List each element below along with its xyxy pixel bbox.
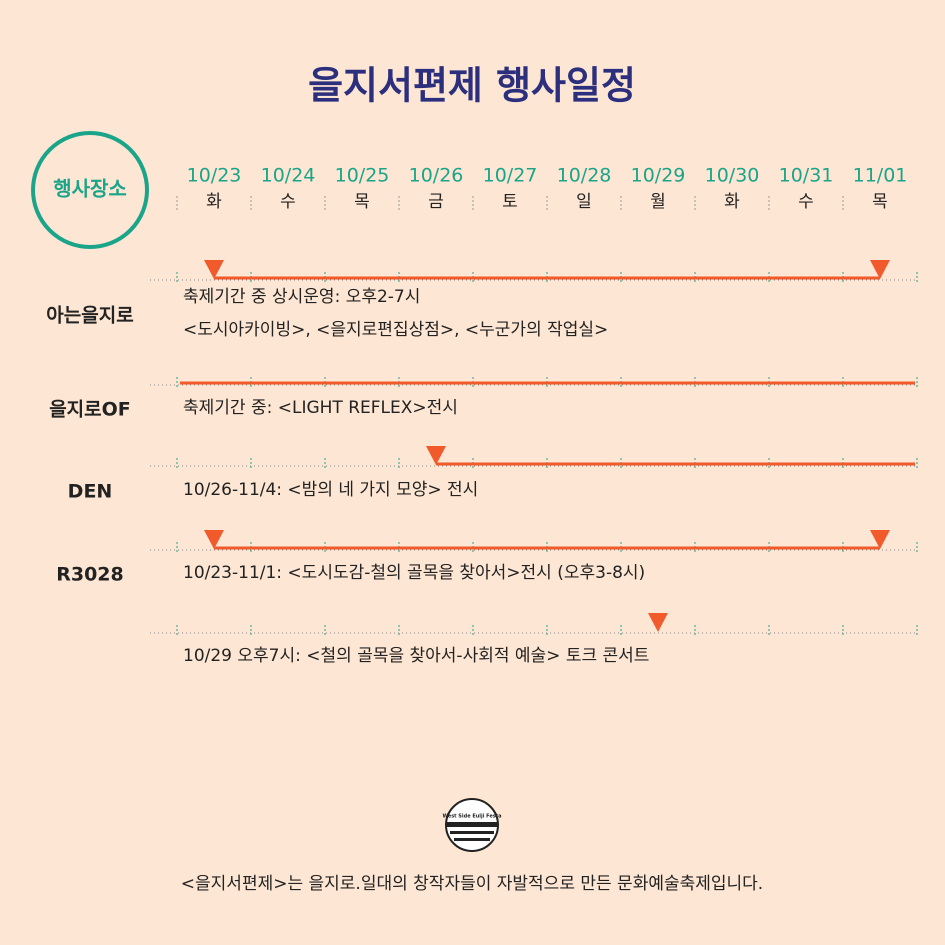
marker <box>648 613 668 632</box>
event-text: 10/26-11/4: <밤의 네 가지 모양> 전시 <box>183 480 478 500</box>
venue: 아는을지로 <box>46 305 133 327</box>
logo: West Side Eulji Festa <box>442 798 502 852</box>
day: 수 <box>798 192 814 212</box>
date: 11/01 <box>853 165 908 187</box>
venue-label: 행사장소 <box>53 177 127 201</box>
marker <box>870 260 890 279</box>
date: 10/31 <box>779 165 834 187</box>
day: 화 <box>206 192 222 212</box>
event-text: <도시아카이빙>, <을지로편집상점>, <누군가의 작업실> <box>183 320 608 340</box>
date: 10/30 <box>705 165 760 187</box>
marker <box>426 446 446 465</box>
date: 10/26 <box>409 165 464 187</box>
title: 을지서편제 행사일정 <box>308 64 636 108</box>
venue: 을지로OF <box>49 399 131 421</box>
event-text: 축제기간 중 상시운영: 오후2-7시 <box>183 287 420 307</box>
day: 월 <box>650 192 666 212</box>
date: 10/27 <box>483 165 538 187</box>
logo-text: West Side Eulji Festa <box>442 814 501 820</box>
event-text: 10/29 오후7시: <철의 골목을 찾아서-사회적 예술> 토크 콘서트 <box>183 646 649 666</box>
marker <box>204 260 224 279</box>
day: 목 <box>354 192 370 212</box>
day: 토 <box>502 192 518 212</box>
date: 10/23 <box>187 165 242 187</box>
date: 10/29 <box>631 165 686 187</box>
day: 일 <box>576 192 592 212</box>
footer: <을지서편제>는 을지로.일대의 창작자들이 자발적으로 만든 문화예술축제입니… <box>181 874 763 894</box>
event-text: 축제기간 중: <LIGHT REFLEX>전시 <box>183 398 458 418</box>
day: 화 <box>724 192 740 212</box>
marker <box>204 530 224 549</box>
venue: DEN <box>68 481 113 503</box>
day: 금 <box>428 192 444 212</box>
date: 10/25 <box>335 165 390 187</box>
date: 10/28 <box>557 165 612 187</box>
date: 10/24 <box>261 165 316 187</box>
day: 목 <box>872 192 888 212</box>
event-text: 10/23-11/1: <도시도감-철의 골목을 찾아서>전시 (오후3-8시) <box>183 563 645 583</box>
marker <box>870 530 890 549</box>
venue-circle <box>31 131 149 249</box>
venue: R3028 <box>56 564 124 586</box>
day: 수 <box>280 192 296 212</box>
